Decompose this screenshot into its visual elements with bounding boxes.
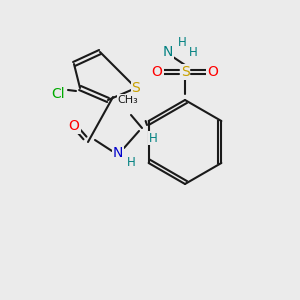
Text: H: H — [127, 155, 135, 169]
Text: N: N — [113, 146, 123, 160]
Text: S: S — [132, 81, 140, 95]
Text: CH₃: CH₃ — [118, 95, 138, 105]
Text: O: O — [152, 65, 162, 79]
Text: O: O — [69, 119, 80, 133]
Text: H: H — [148, 131, 158, 145]
Text: O: O — [208, 65, 218, 79]
Text: H: H — [189, 46, 197, 59]
Text: H: H — [178, 35, 186, 49]
Text: S: S — [181, 65, 189, 79]
Text: Cl: Cl — [51, 87, 65, 101]
Text: N: N — [163, 45, 173, 59]
